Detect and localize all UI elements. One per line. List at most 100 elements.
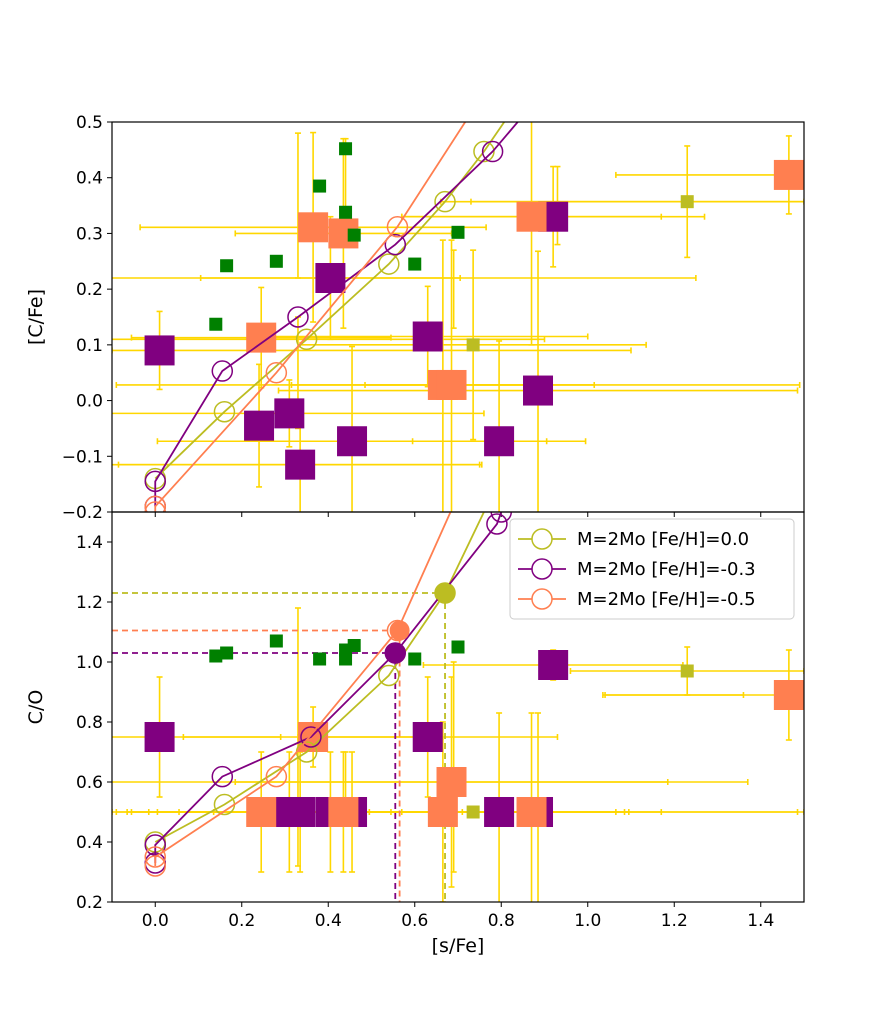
model-point bbox=[213, 400, 236, 423]
x-tick-label: 0.0 bbox=[142, 911, 169, 931]
observation-square bbox=[274, 398, 305, 429]
y-tick-label: 0.1 bbox=[76, 336, 103, 356]
model-point bbox=[490, 512, 512, 523]
model-point bbox=[265, 765, 288, 788]
model-point bbox=[211, 765, 234, 788]
observation-square bbox=[408, 652, 422, 666]
observation-square bbox=[680, 664, 694, 678]
observation-square bbox=[244, 410, 275, 441]
observation-square bbox=[220, 259, 234, 273]
model-point bbox=[517, 101, 537, 121]
model-point bbox=[517, 79, 537, 99]
observation-square bbox=[412, 722, 443, 752]
y-tick-label: −0.2 bbox=[62, 503, 103, 523]
model-point bbox=[386, 215, 409, 238]
legend-marker bbox=[531, 528, 553, 550]
model-point bbox=[378, 253, 400, 275]
y-tick-label: 0.8 bbox=[76, 713, 103, 733]
observation-square bbox=[466, 805, 480, 819]
observation-square bbox=[538, 650, 569, 680]
y-tick-label: 0.2 bbox=[76, 893, 103, 913]
observation-square bbox=[451, 640, 465, 654]
legend-box bbox=[509, 518, 795, 620]
model-line bbox=[154, 512, 503, 863]
highlight-point bbox=[385, 643, 406, 663]
legend-label: M=2Mo [Fe/H]=-0.5 bbox=[577, 589, 756, 610]
observation-square bbox=[144, 722, 175, 752]
observation-square bbox=[298, 212, 329, 243]
model-line bbox=[154, 122, 519, 507]
model-point bbox=[300, 726, 322, 748]
y-tick-label: 1.4 bbox=[76, 533, 103, 553]
observation-square bbox=[285, 797, 316, 827]
highlight-point bbox=[435, 583, 456, 603]
observation-square bbox=[209, 649, 223, 663]
observation-square bbox=[773, 680, 804, 710]
x-tick-label: 0.4 bbox=[315, 911, 342, 931]
model-point bbox=[378, 664, 400, 687]
observation-square bbox=[773, 159, 804, 190]
bottom-panel-c-o: 0.2 0.4 0.6 0.8 1.0 1.2 1.4 0.0 0.2 0.4 0.6 0.8 1.0 1… bbox=[25, 466, 805, 957]
model-point bbox=[265, 361, 288, 384]
legend-label: M=2Mo [Fe/H]=-0.3 bbox=[577, 559, 756, 580]
observation-square bbox=[427, 797, 458, 827]
model-point bbox=[491, 466, 511, 486]
observation-square bbox=[466, 338, 480, 352]
model-point bbox=[486, 513, 508, 535]
x-axis-label: [s/Fe] bbox=[432, 935, 485, 957]
model-line bbox=[154, 122, 506, 480]
model-point bbox=[144, 834, 166, 856]
legend-marker bbox=[531, 558, 553, 580]
observation-square bbox=[144, 335, 175, 366]
top-panel-c-fe: −0.2 −0.1 0.0 0.1 0.2 0.3 0.4 0.5 [C/Fe] bbox=[25, 79, 805, 523]
y-tick-label: 0.5 bbox=[76, 113, 103, 133]
observation-square bbox=[339, 652, 353, 666]
highlight-point bbox=[389, 620, 410, 641]
observation-square bbox=[680, 195, 694, 209]
observation-square bbox=[347, 639, 361, 652]
observation-square bbox=[209, 317, 223, 331]
x-tick-label: 0.2 bbox=[228, 911, 255, 931]
observation-square bbox=[436, 369, 467, 400]
legend: M=2Mo [Fe/H]=0.0 M=2Mo [Fe/H]=-0.3 M=2Mo [… bbox=[509, 518, 795, 620]
model-line bbox=[154, 512, 485, 843]
model-point bbox=[144, 495, 166, 512]
x-tick-label: 1.2 bbox=[661, 911, 688, 931]
model-point bbox=[144, 501, 166, 512]
model-line bbox=[154, 512, 452, 866]
observation-square bbox=[328, 797, 359, 827]
observation-square bbox=[339, 142, 353, 156]
model-point bbox=[144, 470, 166, 493]
model-point bbox=[384, 233, 407, 256]
axes-frame bbox=[111, 121, 805, 513]
axes-frame bbox=[111, 511, 805, 903]
y-tick-label: 0.2 bbox=[76, 280, 103, 300]
x-tick-label: 1.4 bbox=[747, 911, 774, 931]
y-tick-label: 0.0 bbox=[76, 392, 103, 412]
model-point bbox=[295, 328, 318, 351]
observation-square bbox=[347, 228, 361, 242]
observation-square bbox=[436, 767, 467, 797]
x-tick-label: 0.8 bbox=[488, 911, 515, 931]
observation-square bbox=[269, 254, 283, 268]
observation-square bbox=[484, 426, 515, 457]
y-axis-label: [C/Fe] bbox=[25, 289, 47, 345]
observation-square bbox=[313, 652, 327, 666]
model-point bbox=[211, 360, 234, 382]
y-tick-label: −0.1 bbox=[62, 447, 103, 467]
observation-square bbox=[408, 257, 422, 271]
y-tick-label: 0.3 bbox=[76, 224, 103, 244]
y-tick-label: 1.0 bbox=[76, 653, 103, 673]
observation-square bbox=[484, 797, 515, 827]
model-point bbox=[287, 306, 309, 328]
observation-square bbox=[269, 634, 283, 648]
model-point bbox=[473, 140, 495, 163]
plot-area bbox=[112, 466, 804, 902]
observation-square bbox=[523, 375, 554, 406]
x-tick-label: 0.6 bbox=[401, 911, 428, 931]
observation-square bbox=[220, 646, 234, 660]
y-tick-label: 0.4 bbox=[76, 833, 103, 853]
observation-square bbox=[246, 797, 277, 827]
observation-square bbox=[246, 322, 277, 353]
